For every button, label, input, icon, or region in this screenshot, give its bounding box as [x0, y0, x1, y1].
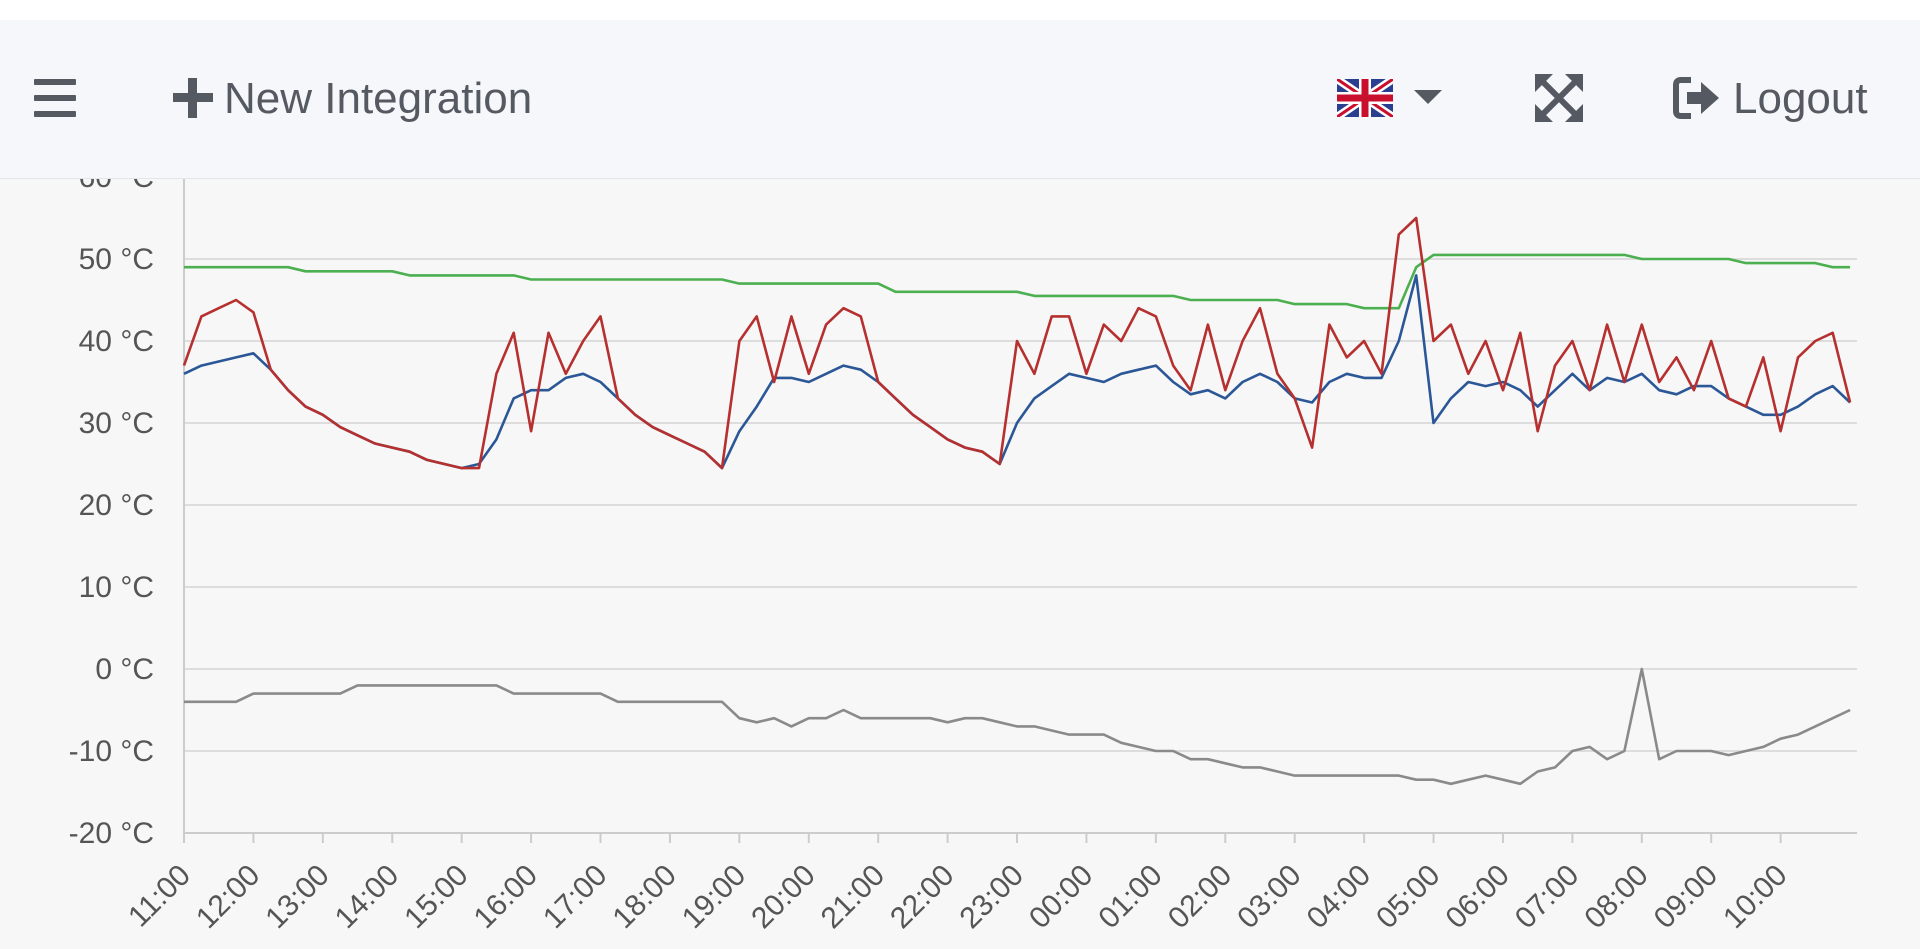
fullscreen-button[interactable] [1535, 74, 1583, 122]
series-line [184, 667, 1851, 786]
x-tick-label: 17:00 [537, 859, 613, 935]
language-flag[interactable] [1337, 79, 1393, 117]
x-tick-label: 07:00 [1509, 859, 1585, 935]
x-tick-label: 03:00 [1231, 859, 1307, 935]
x-tick-label: 12:00 [190, 859, 266, 935]
x-tick-label: 15:00 [398, 859, 474, 935]
y-tick-label: 0 °C [95, 653, 154, 686]
x-tick-label: 04:00 [1301, 859, 1377, 935]
x-tick-label: 05:00 [1370, 859, 1446, 935]
top-bar: New Integration Logout [0, 20, 1920, 179]
x-tick-label: 00:00 [1023, 859, 1099, 935]
y-tick-label: -20 °C [69, 817, 154, 850]
x-tick-label: 10:00 [1717, 859, 1793, 935]
x-tick-label: 23:00 [954, 859, 1030, 935]
x-tick-label: 13:00 [259, 859, 335, 935]
x-tick-label: 16:00 [468, 859, 544, 935]
y-tick-label: 50 °C [79, 243, 154, 276]
logout-icon[interactable] [1673, 76, 1721, 120]
x-tick-label: 21:00 [815, 859, 891, 935]
y-tick-label: 40 °C [79, 325, 154, 358]
language-caret[interactable] [1414, 90, 1444, 106]
x-tick-label: 01:00 [1092, 859, 1168, 935]
x-tick-label: 11:00 [122, 859, 197, 934]
y-tick-label: 30 °C [79, 407, 154, 440]
y-tick-label: 10 °C [79, 571, 154, 604]
series-line [182, 216, 1852, 470]
menu-button[interactable] [34, 77, 94, 121]
x-tick-label: 22:00 [884, 859, 960, 935]
x-tick-label: 19:00 [676, 859, 752, 935]
status-strip [0, 0, 1920, 20]
x-tick-label: 06:00 [1439, 859, 1515, 935]
x-tick-label: 20:00 [745, 859, 821, 935]
series-line [183, 274, 1851, 470]
y-tick-label: -10 °C [69, 735, 154, 768]
series-line [184, 253, 1851, 310]
plus-icon [173, 78, 213, 118]
x-tick-label: 18:00 [606, 859, 682, 935]
x-tick-label: 02:00 [1162, 859, 1238, 935]
x-tick-label: 14:00 [329, 859, 405, 935]
x-tick-label: 08:00 [1578, 859, 1654, 935]
x-tick-label: 09:00 [1648, 859, 1724, 935]
logout-link[interactable]: Logout [1733, 74, 1868, 123]
y-tick-label: 20 °C [79, 489, 154, 522]
new-integration-link[interactable]: New Integration [224, 74, 533, 123]
